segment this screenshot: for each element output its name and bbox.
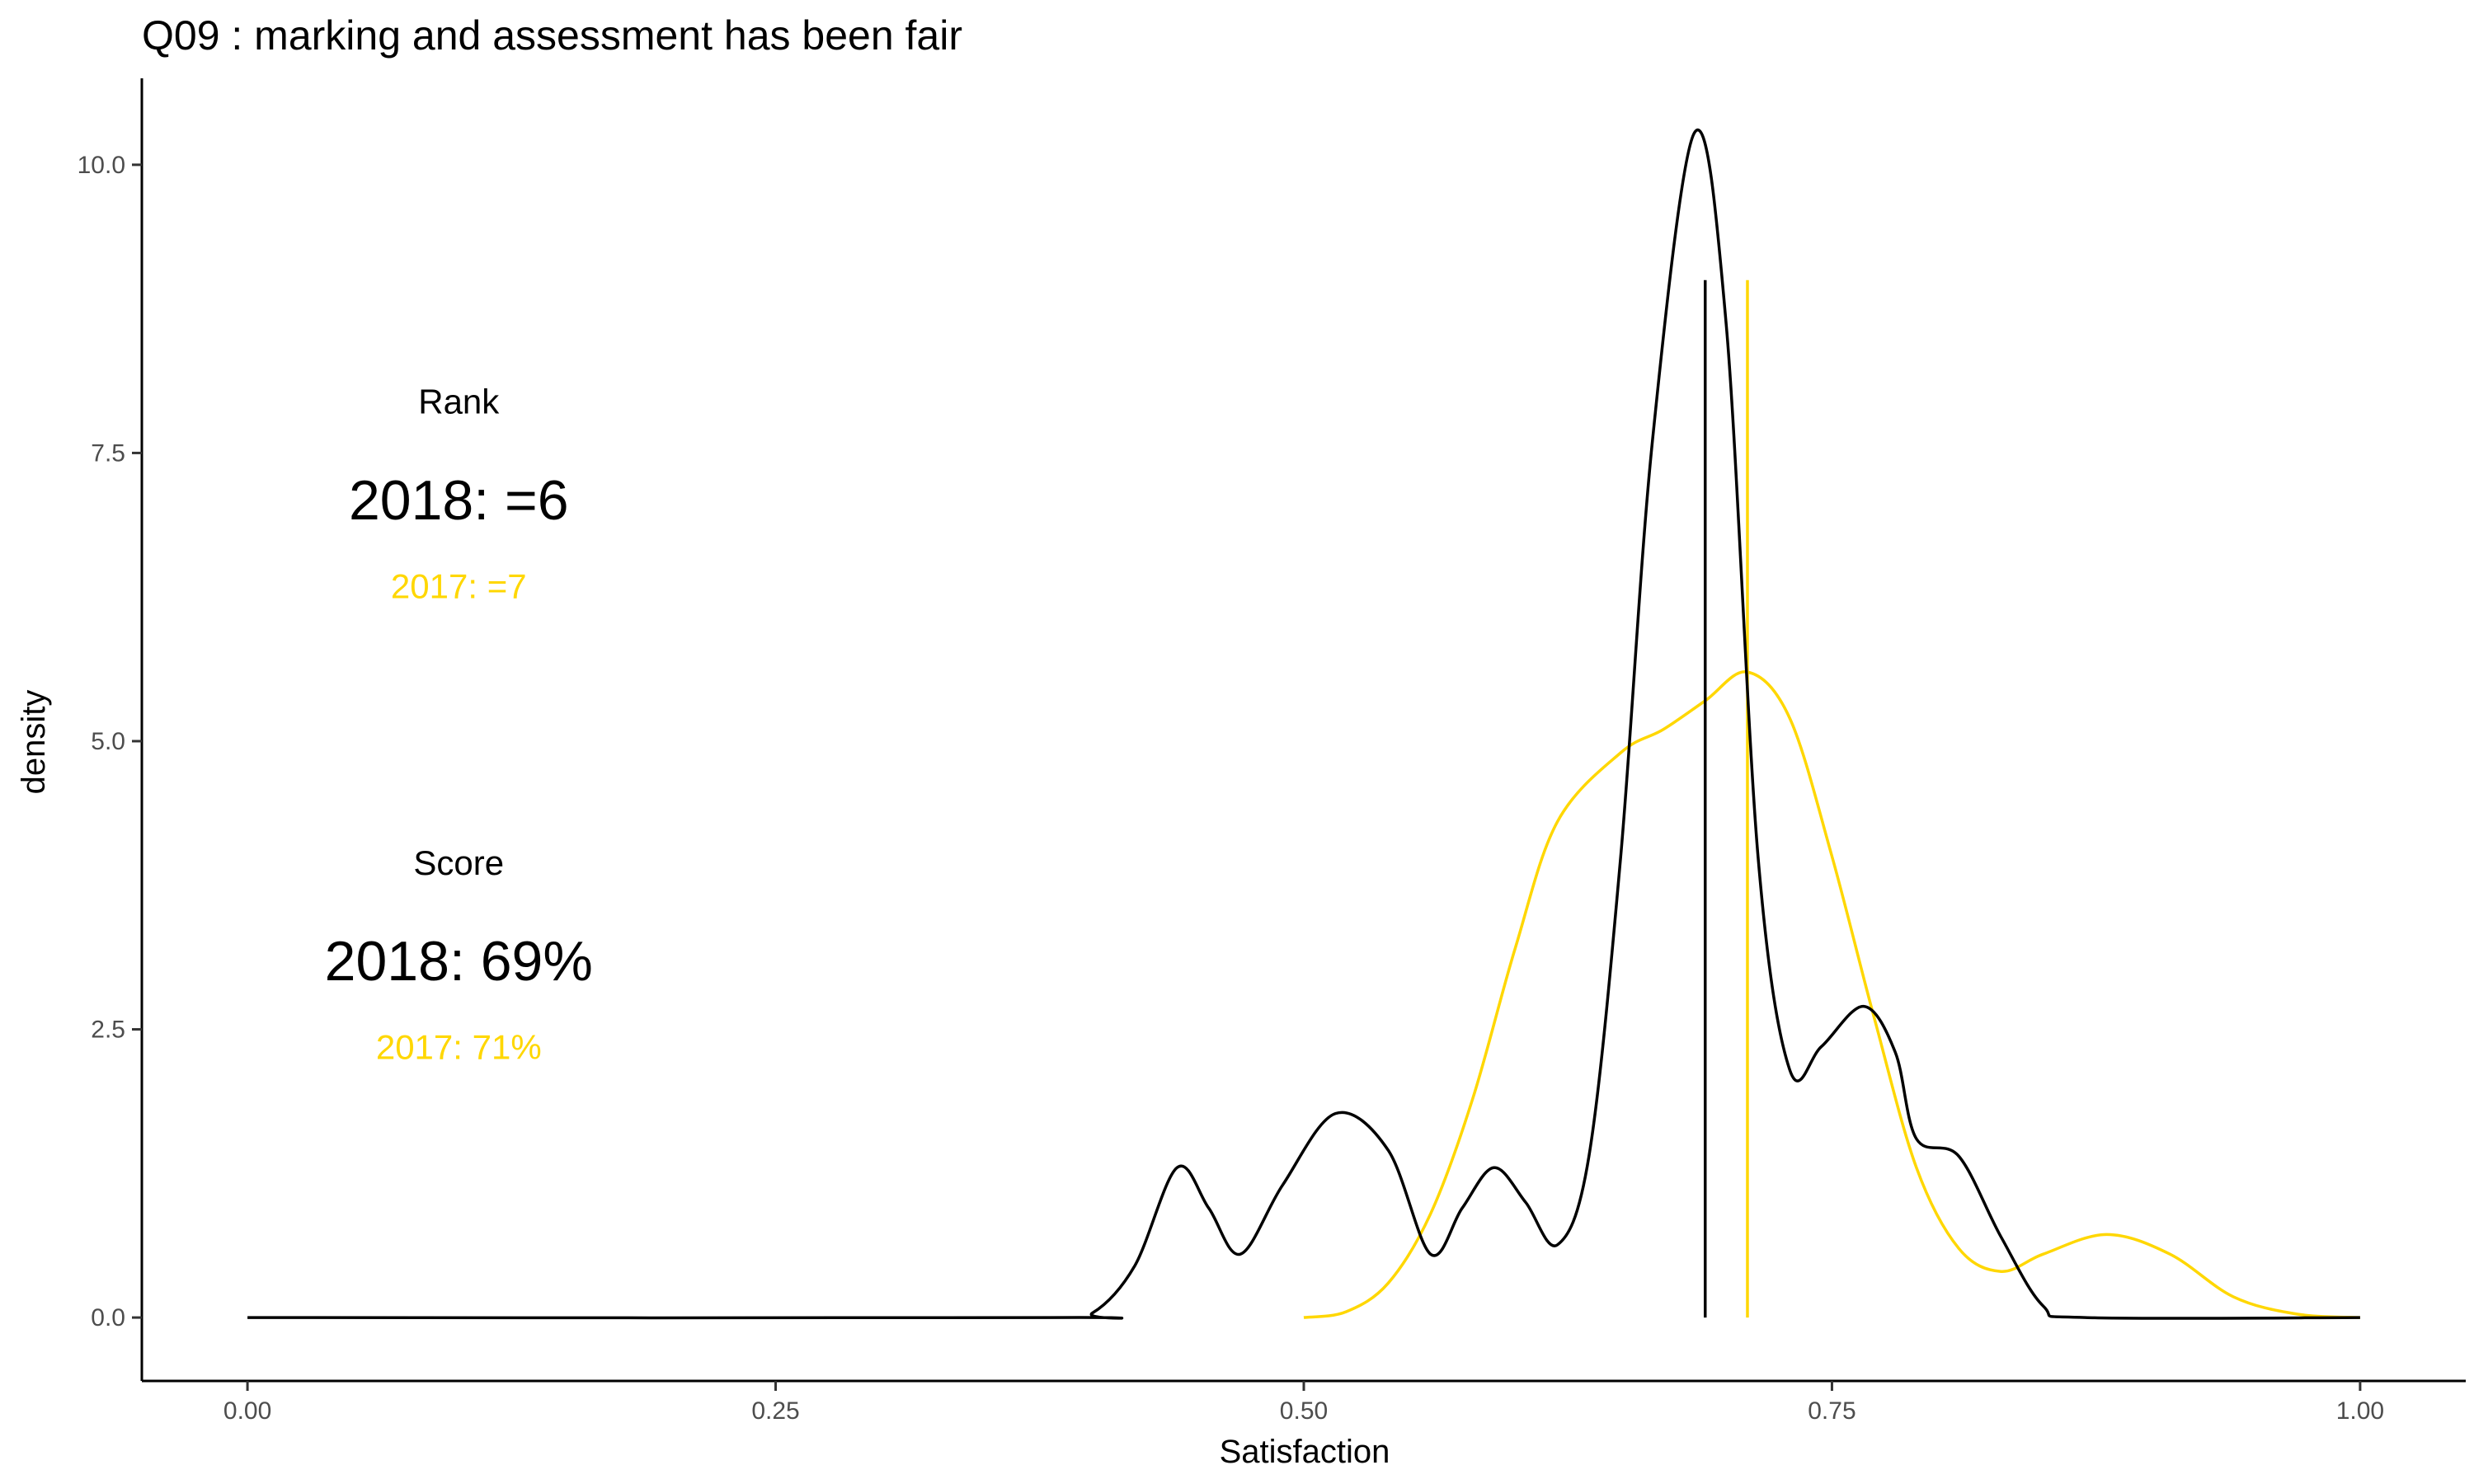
annotation-2017-7: 2017: =7 xyxy=(391,566,527,605)
annotation-rank: Rank xyxy=(418,383,500,421)
annotation-2017-71: 2017: 71% xyxy=(376,1028,542,1067)
y-tick-label: 0.0 xyxy=(91,1304,125,1331)
annotation-2018-69: 2018: 69% xyxy=(325,930,593,993)
density-curve-2017 xyxy=(1303,670,2360,1319)
y-tick-label: 7.5 xyxy=(91,439,125,467)
x-tick-label: 1.00 xyxy=(2336,1397,2384,1425)
annotation-2018-6: 2018: =6 xyxy=(349,469,569,532)
y-tick-label: 10.0 xyxy=(78,152,125,179)
y-axis-title: density xyxy=(16,690,52,795)
x-axis-title: Satisfaction xyxy=(1220,1434,1390,1470)
y-tick-label: 5.0 xyxy=(91,728,125,755)
y-tick-label: 2.5 xyxy=(91,1017,125,1044)
x-tick-label: 0.00 xyxy=(223,1397,271,1425)
x-tick-label: 0.75 xyxy=(1808,1397,1856,1425)
annotation-score: Score xyxy=(413,843,504,882)
plot-area: 0.00 0.25 0.50 0.75 1.00 0.0 2.5 5.0 7.5 10.0 Rank… xyxy=(78,78,2466,1425)
chart-title: Q09 : marking and assessment has been fa… xyxy=(142,12,962,59)
x-tick-label: 0.50 xyxy=(1280,1397,1328,1425)
x-tick-label: 0.25 xyxy=(751,1397,799,1425)
density-curve-2018 xyxy=(247,129,2360,1320)
